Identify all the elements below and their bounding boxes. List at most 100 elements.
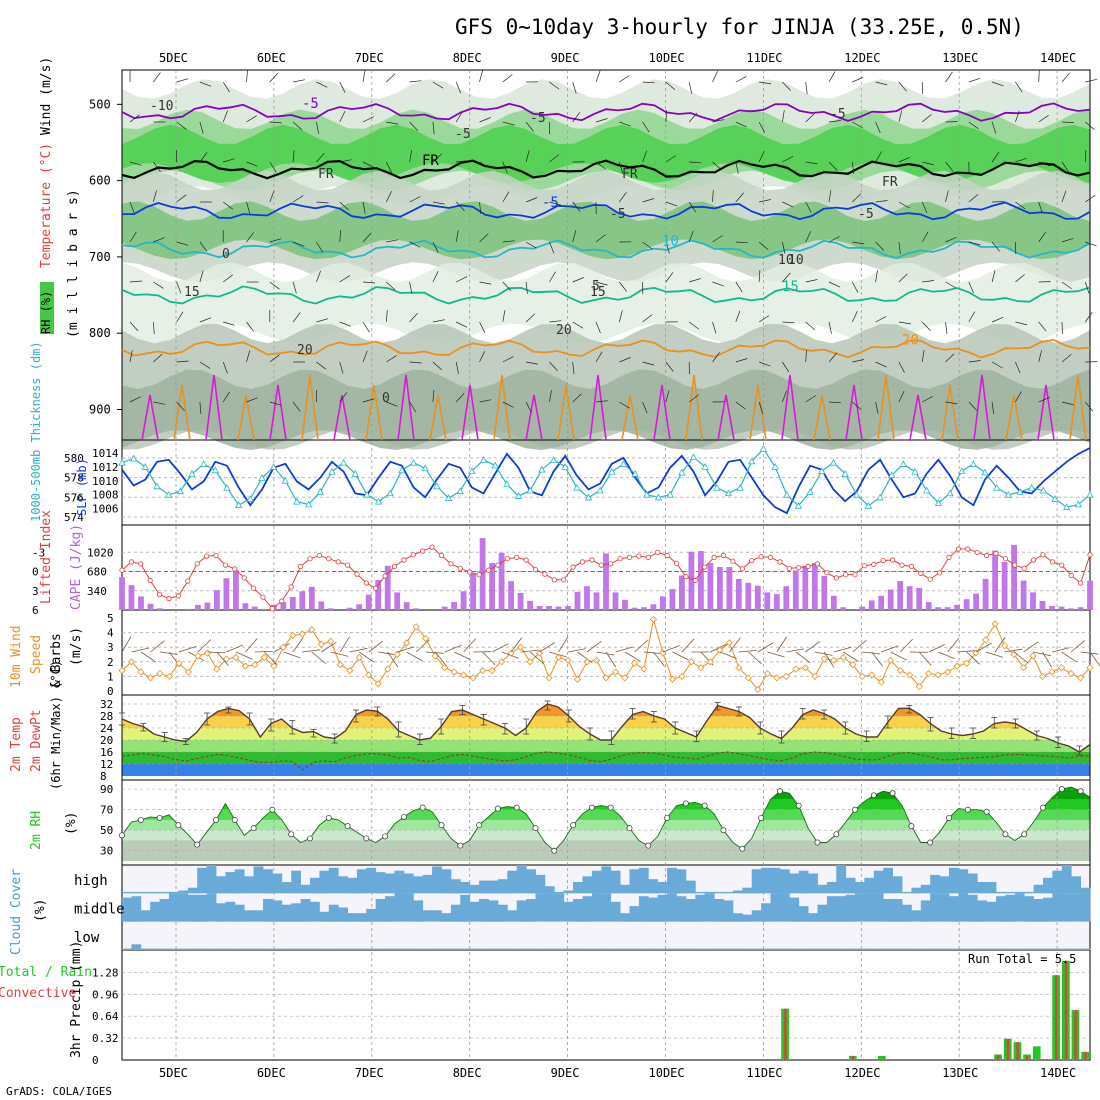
cloud-cell-high — [855, 882, 865, 894]
wind-barb — [688, 201, 696, 213]
cloud-cell-low — [1024, 948, 1034, 950]
low-level-contour-11 — [493, 374, 511, 441]
cloud-cell-middle — [845, 894, 856, 922]
cloud-cell-middle — [150, 901, 160, 922]
rh-point — [551, 847, 558, 854]
wind-speed-point — [592, 656, 601, 664]
lifted-index-point — [908, 563, 915, 570]
cloud-cell-low — [723, 948, 734, 950]
cape-bar — [764, 592, 771, 610]
wind-barb — [945, 190, 949, 203]
slp-point — [701, 463, 709, 470]
wind-barb — [735, 121, 747, 128]
isotherm-line-5 — [121, 338, 1091, 359]
wind-barb — [572, 277, 584, 283]
dewpt-axis-label: 2m DewPt — [29, 709, 44, 772]
cloud-cover-axis-label: Cloud Cover — [9, 869, 24, 955]
wind-barb — [222, 110, 228, 123]
day-label-top: 6DEC — [257, 51, 286, 65]
cloud-cell-low — [873, 948, 884, 950]
lifted-index-point — [138, 561, 144, 567]
lifted-index-point — [702, 564, 708, 570]
cape-bar — [1001, 561, 1008, 610]
cloud-cell-low — [469, 948, 480, 950]
cloud-cell-high — [1061, 865, 1072, 894]
wind-tick-label: 1 — [107, 670, 114, 683]
cape-axis-label: CAPE (J/kg) — [69, 524, 84, 610]
cloud-cell-middle — [732, 913, 743, 922]
wind-speed-point — [488, 666, 496, 675]
cloud-cell-low — [310, 948, 320, 950]
cape-bar — [897, 581, 904, 610]
slp-point — [316, 488, 324, 495]
precip-convective-bar — [784, 1008, 787, 1060]
cloud-cell-middle — [695, 894, 706, 922]
wind-barb — [479, 161, 490, 169]
wind-speed-point — [858, 672, 866, 680]
lifted-index-point — [777, 559, 783, 565]
cloud-cell-low — [573, 948, 583, 950]
wind-barb — [292, 241, 305, 247]
wind-barb-10m — [1032, 651, 1051, 657]
cape-bar — [489, 563, 495, 610]
slp-point — [293, 497, 301, 505]
cape-bar — [811, 563, 818, 610]
wind-barb — [246, 232, 254, 243]
wind-barb — [292, 281, 297, 294]
rh-tick-label: 90 — [100, 783, 113, 796]
li-tick-label: 6 — [32, 604, 39, 617]
lifted-index-point — [814, 561, 821, 567]
cloud-cell-high — [864, 877, 875, 894]
cloud-cell-low — [779, 948, 790, 950]
wind-barb-10m — [226, 644, 244, 653]
wind-barb-10m — [397, 646, 415, 653]
wind-barb — [735, 281, 743, 293]
rh-band-4 — [122, 201, 1090, 260]
wind-tick-label: 4 — [107, 627, 114, 640]
wind-barb — [316, 121, 320, 134]
slp-point — [153, 482, 161, 490]
cape-bar — [346, 607, 353, 610]
lifted-index-point — [617, 556, 623, 562]
wind-barb-10m — [1023, 641, 1039, 653]
wind-barb-10m — [529, 651, 544, 665]
wind-barb — [898, 273, 908, 283]
low-level-contour-25 — [941, 384, 959, 441]
cape-bar — [204, 602, 211, 610]
slp-point — [666, 490, 674, 498]
lifted-index-point — [514, 554, 520, 561]
wind-speed-point — [953, 662, 961, 670]
cloud-cell-low — [497, 948, 508, 950]
cloud-cell-middle — [328, 904, 339, 922]
cape-bar — [916, 587, 923, 610]
rh-point — [645, 842, 652, 849]
isotherm-label-5: 20 — [902, 332, 919, 348]
isotherm-line-2 — [121, 201, 1091, 221]
cloud-cell-middle — [413, 900, 424, 922]
cape-bar — [726, 567, 733, 610]
wind-speed-point — [849, 661, 857, 669]
wind-barb — [525, 197, 538, 203]
wind-barb — [199, 121, 204, 134]
cape-bar — [242, 603, 249, 610]
rh-point — [400, 813, 407, 820]
wind-barb — [759, 199, 771, 203]
cloud-cell-high — [958, 869, 969, 894]
li-tick-label: 0 — [32, 566, 39, 579]
rh2m-units-label: (%) — [64, 812, 79, 835]
wind-barb — [619, 281, 627, 292]
wind-barb — [688, 112, 698, 123]
lifted-index-point — [861, 563, 868, 569]
rh-band — [122, 830, 1090, 841]
cloud-cell-middle — [667, 893, 677, 922]
cape-bar — [963, 599, 970, 610]
wind-barb — [455, 392, 465, 403]
wind-barb — [129, 231, 137, 243]
wind-barb — [968, 241, 981, 246]
lifted-index-point — [1078, 580, 1084, 586]
wind-barb-10m — [577, 651, 593, 663]
wind-barb — [619, 121, 631, 127]
lifted-index-point — [645, 554, 651, 561]
cloud-cell-middle — [986, 901, 997, 922]
rh-point — [175, 822, 182, 829]
